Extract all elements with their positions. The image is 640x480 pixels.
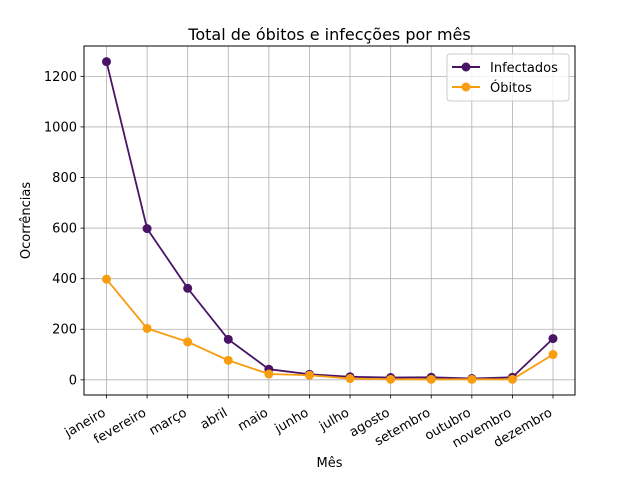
series-layer <box>102 57 558 384</box>
legend-marker-infectados <box>461 62 471 72</box>
legend-label-obitos: Óbitos <box>490 80 532 96</box>
data-point-infectados <box>142 224 152 234</box>
y-axis-label: Ocorrências <box>19 182 34 259</box>
data-point-obitos <box>102 274 111 284</box>
y-tick-label: 1200 <box>44 70 77 85</box>
data-point-obitos <box>142 323 152 333</box>
data-point-infectados <box>548 334 558 344</box>
data-point-infectados <box>223 334 233 344</box>
data-point-obitos <box>264 369 274 379</box>
legend: Infectados Óbitos <box>446 53 570 102</box>
data-point-obitos <box>345 374 355 384</box>
data-point-obitos <box>548 350 558 360</box>
y-tick-label: 600 <box>52 222 77 237</box>
plot-frame <box>83 45 576 396</box>
legend-marker-obitos <box>461 82 471 92</box>
y-tick-label: 0 <box>69 373 77 388</box>
y-tick-label: 800 <box>52 171 77 186</box>
data-point-obitos <box>223 355 233 365</box>
data-point-infectados <box>102 57 111 67</box>
y-tick-label: 1000 <box>44 120 77 135</box>
y-axis-ticks: 0 200 400 600 800 1000 1200 <box>44 70 84 388</box>
legend-label-infectados: Infectados <box>490 61 558 76</box>
y-tick-label: 400 <box>52 272 77 287</box>
series-line-obitos <box>105 278 554 381</box>
data-point-obitos <box>467 374 477 384</box>
data-point-obitos <box>183 337 193 347</box>
series-line-infectados <box>105 61 554 380</box>
data-point-infectados <box>183 283 193 293</box>
chart-title: Total de óbitos e infecções por mês <box>187 25 470 44</box>
y-tick-label: 200 <box>52 323 77 338</box>
data-point-obitos <box>304 370 314 380</box>
x-axis-label: Mês <box>317 456 343 471</box>
data-point-obitos <box>507 374 517 384</box>
data-point-obitos <box>426 374 436 384</box>
legend-frame <box>446 53 570 102</box>
data-point-obitos <box>386 374 396 384</box>
